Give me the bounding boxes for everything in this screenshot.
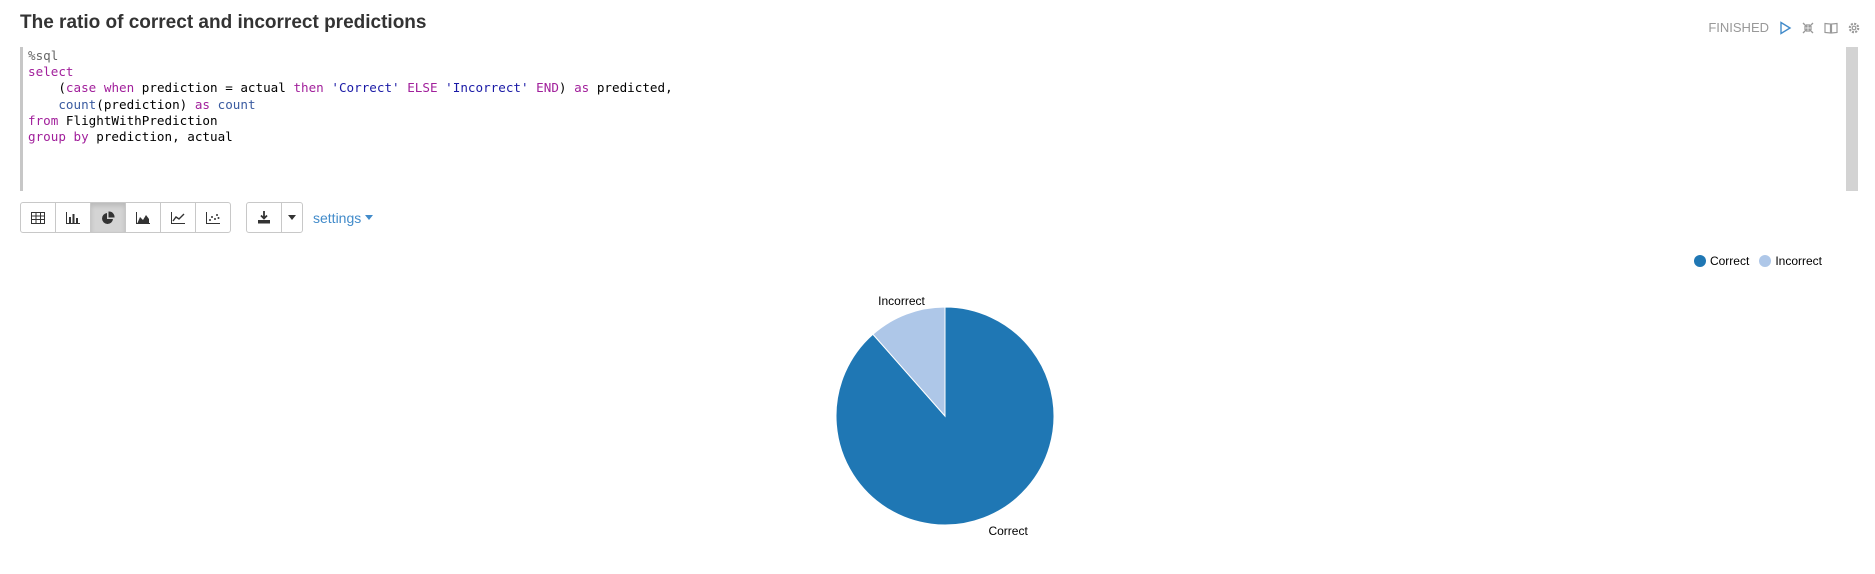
table-icon [31,211,45,224]
chevron-down-icon [288,215,296,220]
pie-chart: Correct Incorrect [835,294,1055,538]
area-chart-icon [136,211,150,224]
caret-down-icon [365,215,374,220]
line-chart-icon [171,211,185,224]
code-editor[interactable]: %sql select (case when prediction = actu… [20,47,1858,191]
table-view-button[interactable] [20,202,56,233]
legend-swatch-incorrect [1759,255,1772,267]
settings-label: settings [313,209,362,226]
slice-label-incorrect: Incorrect [878,294,925,308]
gear-icon[interactable] [1847,21,1861,35]
bar-chart-icon [66,211,80,224]
sql-code: %sql select (case when prediction = actu… [23,47,1858,145]
collapse-icon[interactable] [1801,21,1815,35]
legend-item-incorrect[interactable]: Incorrect [1759,254,1822,268]
scatter-chart-view-button[interactable] [195,202,231,233]
download-button-group [246,202,303,233]
code-line: select [28,64,74,80]
status-text: FINISHED [1708,20,1769,35]
download-options-dropdown[interactable] [281,202,303,233]
paragraph-title: The ratio of correct and incorrect predi… [20,12,427,33]
slice-label-correct: Correct [988,524,1028,538]
bar-chart-view-button[interactable] [55,202,91,233]
line-chart-view-button[interactable] [160,202,196,233]
area-chart-view-button[interactable] [125,202,161,233]
code-line: (case when prediction = actual then 'Cor… [28,80,673,96]
paragraph-status-bar: FINISHED [1708,20,1861,35]
visualization-toolbar: settings [20,202,374,233]
view-button-group [20,202,231,233]
legend-label: Correct [1709,254,1750,268]
book-icon[interactable] [1824,21,1838,35]
code-line: count(prediction) as count [58,96,256,112]
download-icon [258,211,270,224]
legend-item-correct[interactable]: Correct [1693,254,1750,268]
code-line: %sql [28,48,59,63]
run-icon[interactable] [1778,20,1792,35]
chart-legend: Correct Incorrect [1693,254,1822,268]
editor-scrollbar[interactable] [1846,47,1858,191]
code-line: from FlightWithPrediction [28,112,218,128]
legend-label: Incorrect [1775,254,1822,268]
pie-slice-incorrect[interactable] [872,306,946,418]
pie-chart-icon [102,210,115,224]
download-button[interactable] [246,202,282,233]
settings-dropdown[interactable]: settings [313,209,374,226]
legend-swatch-correct [1693,255,1706,267]
pie-chart-view-button[interactable] [90,202,126,233]
code-line: group by prediction, actual [28,129,233,145]
scatter-chart-icon [206,211,220,224]
